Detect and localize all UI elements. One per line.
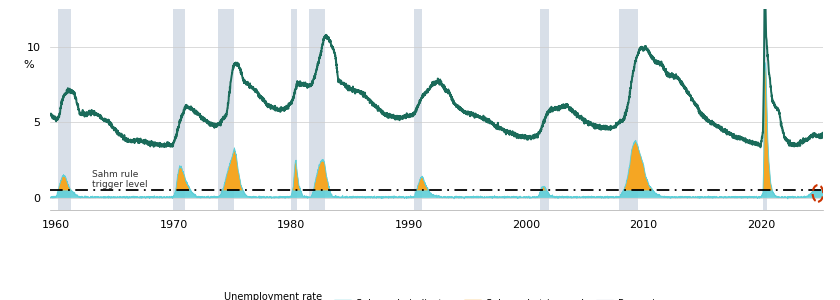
Bar [540, 9, 549, 210]
Legend: Unemployment rate
(3-month average), Sahm rule indicator, Sahm rule triggered, R: Unemployment rate (3-month average), Sah… [197, 288, 676, 300]
Y-axis label: %: % [24, 60, 34, 70]
Text: Sahm rule
trigger level: Sahm rule trigger level [92, 170, 147, 189]
Bar [619, 9, 638, 210]
Bar [291, 9, 297, 210]
Bar [309, 9, 325, 210]
Bar [763, 9, 767, 210]
Bar [218, 9, 234, 210]
Bar [173, 9, 185, 210]
Bar [414, 9, 423, 210]
Bar [58, 9, 71, 210]
